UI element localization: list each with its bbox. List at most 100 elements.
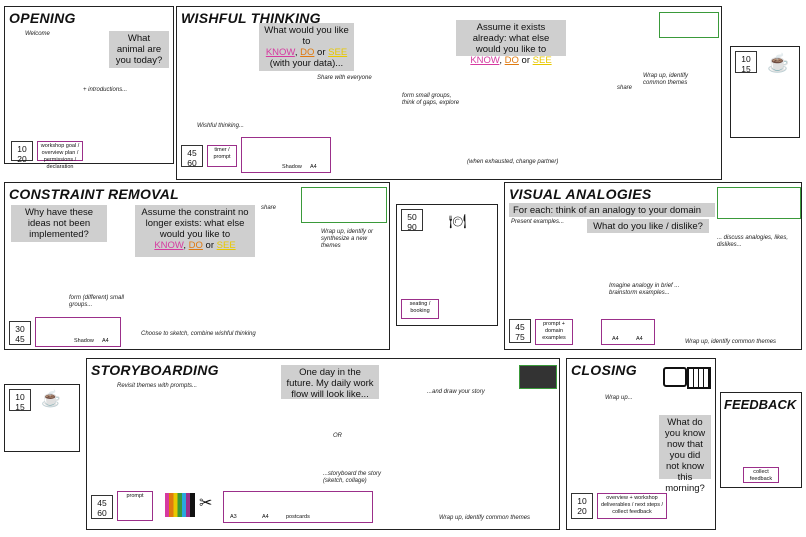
coffee-cup-icon: ☕	[767, 53, 790, 73]
visual-note-brief: Imagine analogy in brief ... brainstorm …	[609, 283, 680, 296]
lunch-materials: seating / booking	[401, 299, 439, 319]
wishful-note-cards: (when exhausted, change partner)	[467, 159, 559, 165]
opening-materials: workshop goal / overview plan / permissi…	[37, 141, 83, 170]
storyboard-panel: STORYBOARDING Revisit themes with prompt…	[86, 358, 560, 530]
opening-question: What animal are you today?	[109, 31, 169, 68]
storyboard-intro: Revisit themes with prompts...	[117, 383, 198, 389]
wishful-q1-do: DO	[300, 47, 315, 58]
wishful-shadow-label: Shadow	[282, 164, 302, 170]
wishful-a4-label: A4	[310, 164, 317, 170]
constraint-time-max: 45	[15, 334, 25, 344]
feedback-title: FEEDBACK	[724, 397, 797, 412]
wishful-note-wish: Wishful thinking...	[197, 123, 244, 129]
constraint-shadow-label: Shadow	[74, 338, 94, 344]
wishful-q1-know: KNOW	[265, 47, 295, 58]
opening-note: + introductions...	[83, 87, 128, 93]
storyboard-time-max: 60	[97, 508, 107, 518]
coffee2-time-max: 15	[15, 402, 25, 412]
storyboard-or: OR	[333, 433, 342, 439]
coffee-break-1-panel: 10 15 ☕	[730, 46, 800, 138]
opening-time: 10 20	[11, 141, 33, 164]
wishful-q2-pre: Assume it exists already: what else woul…	[472, 22, 550, 55]
constraint-a4-label: A4	[102, 338, 109, 344]
storyboard-note-story: ...and draw your story	[427, 389, 485, 395]
visual-time: 45 75	[509, 319, 531, 343]
constraint-q2-know: KNOW	[154, 240, 184, 251]
constraint-note-wish: Choose to sketch, combine wishful thinki…	[141, 331, 256, 337]
constraint-time-min: 30	[15, 324, 25, 334]
lunch-time: 50 90	[401, 209, 423, 232]
wishful-time: 45 60	[181, 145, 203, 168]
visual-camera-box	[717, 187, 801, 219]
wishful-materials: timer / prompt	[207, 145, 237, 167]
coffee-cup-icon-2: ☕	[41, 391, 61, 408]
constraint-time: 30 45	[9, 321, 31, 345]
wishful-q1-post: (with your data)...	[269, 58, 344, 69]
cutlery-icon: 🍽	[449, 213, 467, 229]
wishful-supplies: Shadow A4	[241, 137, 331, 173]
storyboard-time-min: 45	[97, 498, 107, 508]
visual-a4-label-2: A4	[636, 336, 643, 342]
constraint-q2-see: SEE	[216, 240, 236, 251]
closing-wrap: Wrap up...	[605, 395, 633, 401]
wishful-time-min: 45	[187, 148, 197, 158]
storyboard-question: One day in the future. My daily work flo…	[281, 365, 379, 400]
wishful-question-2: Assume it exists already: what else woul…	[456, 20, 566, 66]
closing-time: 10 20	[571, 493, 593, 519]
visual-instruction: For each: think of an analogy to your do…	[509, 203, 715, 217]
storyboard-supplies: A3 A4 postcards	[223, 491, 373, 523]
wishful-q1-pre: What would you like to	[264, 25, 349, 47]
wishful-note-wrap: Wrap up, identify common themes	[643, 73, 689, 86]
constraint-panel: CONSTRAINT REMOVAL Why have these ideas …	[4, 182, 390, 350]
wishful-camera-box	[659, 12, 719, 38]
visual-question: What do you like / dislike?	[587, 219, 709, 233]
opening-welcome: Welcome	[25, 31, 50, 37]
opening-time-max: 20	[17, 154, 27, 164]
coffee2-time-min: 10	[15, 392, 25, 402]
constraint-note-wrap: Wrap up, identify or synthesize a new th…	[321, 229, 374, 249]
wishful-q2-see: SEE	[532, 55, 552, 66]
closing-materials: overview + workshop deliverables / next …	[597, 493, 667, 519]
wishful-q1-see: SEE	[328, 47, 348, 58]
constraint-q2-or: or	[202, 240, 217, 251]
wishful-note-share2: share	[617, 85, 633, 91]
constraint-q2-do: DO	[188, 240, 203, 251]
wishful-panel: WISHFUL THINKING What would you like to …	[176, 6, 722, 180]
chat-icon	[663, 367, 687, 387]
wishful-q2-or: or	[518, 55, 533, 66]
calendar-icon	[687, 367, 711, 389]
visual-panel: VISUAL ANALOGIES For each: think of an a…	[504, 182, 802, 350]
feedback-materials: collect feedback	[743, 467, 779, 483]
visual-materials: prompt + domain examples	[535, 319, 573, 345]
visual-note-share: ... discuss analogies, likes, dislikes..…	[717, 235, 789, 248]
wishful-q2-do: DO	[504, 55, 519, 66]
lunch-time-min: 50	[407, 212, 417, 222]
closing-time-max: 20	[577, 506, 587, 516]
opening-panel: OPENING Welcome What animal are you toda…	[4, 6, 174, 170]
coffee1-time-min: 10	[741, 54, 751, 64]
constraint-q2-pre: Assume the constraint no longer exists: …	[141, 207, 249, 240]
wishful-note-share: Share with everyone	[317, 75, 372, 81]
feedback-panel: FEEDBACK collect feedback	[720, 392, 802, 488]
storyboard-note-wrap: Wrap up, identify common themes	[439, 515, 531, 521]
wishful-note-groups: form small groups, think of gaps, explor…	[402, 93, 460, 106]
storyboard-postcards-label: postcards	[286, 514, 310, 520]
wishful-q1-or: or	[314, 47, 329, 58]
wishful-q2-know: KNOW	[470, 55, 500, 66]
constraint-q2-comma: ,	[183, 240, 189, 251]
wishful-q1-comma: ,	[294, 47, 301, 58]
constraint-question-1: Why have these ideas not been implemente…	[11, 205, 107, 242]
visual-a4-label-1: A4	[612, 336, 619, 342]
closing-title: CLOSING	[571, 362, 637, 378]
constraint-title: CONSTRAINT REMOVAL	[9, 186, 180, 202]
visual-time-min: 45	[515, 322, 525, 332]
storyboard-a4-label: A4	[262, 514, 269, 520]
storyboard-note-scenario: ...storyboard the story (sketch, collage…	[323, 471, 382, 484]
coffee-break-2-panel: 10 15 ☕	[4, 384, 80, 452]
storyboard-camera-box	[519, 365, 557, 389]
wishful-question-1: What would you like to KNOW, DO or SEE (…	[259, 23, 354, 71]
visual-title: VISUAL ANALOGIES	[509, 186, 652, 202]
storyboard-title: STORYBOARDING	[91, 362, 219, 378]
wishful-q2-comma: ,	[499, 55, 505, 66]
opening-time-min: 10	[17, 144, 27, 154]
